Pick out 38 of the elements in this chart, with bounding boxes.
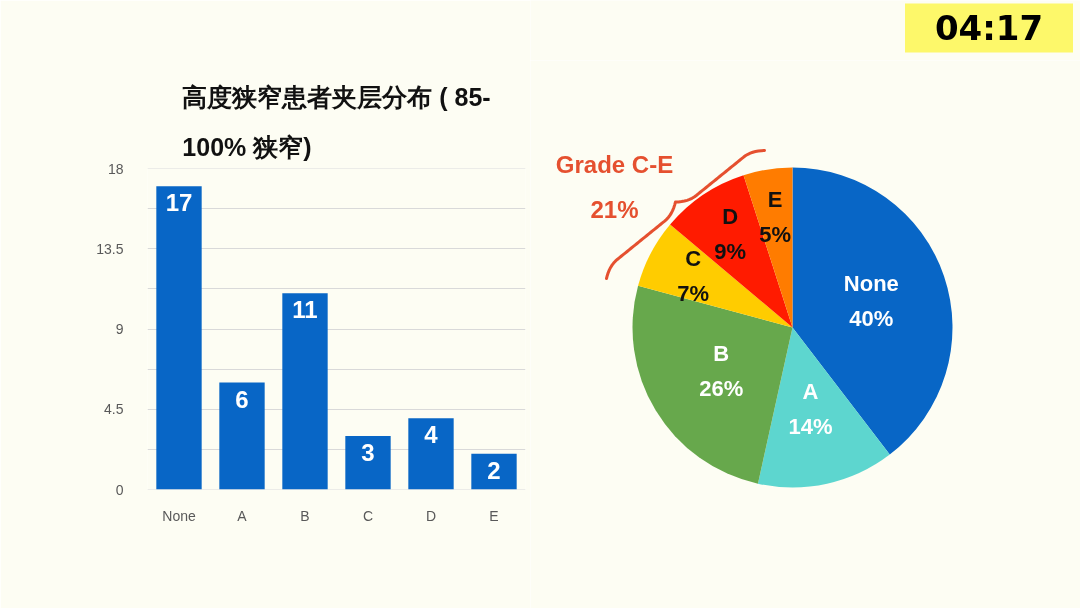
data-label: 2 <box>487 456 501 484</box>
x-tick-label: None <box>162 507 196 524</box>
data-label: 14% <box>788 413 833 439</box>
bar <box>345 436 391 490</box>
x-tick-label: D <box>425 507 437 524</box>
bar <box>408 418 454 490</box>
data-label: 17 <box>165 189 193 217</box>
data-label: 40% <box>849 305 894 331</box>
y-tick-label: 4.5 <box>104 401 124 418</box>
x-tick-label: E <box>489 507 499 524</box>
slice-label: D <box>722 204 739 230</box>
slice-label: C <box>685 245 702 271</box>
chart-title: 高度狭窄患者夹层分布 ( 85- 100% 狭窄) <box>182 83 491 162</box>
bar <box>471 453 517 490</box>
y-tick-label: 9 <box>115 321 124 337</box>
slice-label: A <box>802 378 819 404</box>
x-tick-label: A <box>237 507 248 524</box>
data-label: 9% <box>714 239 746 265</box>
x-tick-label: B <box>300 507 310 524</box>
y-tick-label: 18 <box>107 160 124 177</box>
slice-label: None <box>843 270 899 296</box>
data-label: 3 <box>361 439 375 466</box>
text: Grade C-E 21% <box>555 150 674 224</box>
data-label: 6 <box>235 385 249 413</box>
bar <box>219 382 265 490</box>
bar <box>156 186 202 490</box>
data-label: 5% <box>759 221 792 247</box>
slice-label: E <box>767 186 783 212</box>
data-label: 11 <box>292 296 318 324</box>
y-tick-label: 13.5 <box>96 240 124 257</box>
bar <box>282 293 328 490</box>
data-label: 26% <box>699 375 744 401</box>
y-tick-label: 0 <box>115 481 124 498</box>
data-label: 7% <box>677 280 710 306</box>
slice-label: B <box>713 340 730 366</box>
text: 04:17 <box>934 8 1044 48</box>
x-tick-label: C <box>362 507 374 524</box>
data-label: 4 <box>424 421 439 449</box>
